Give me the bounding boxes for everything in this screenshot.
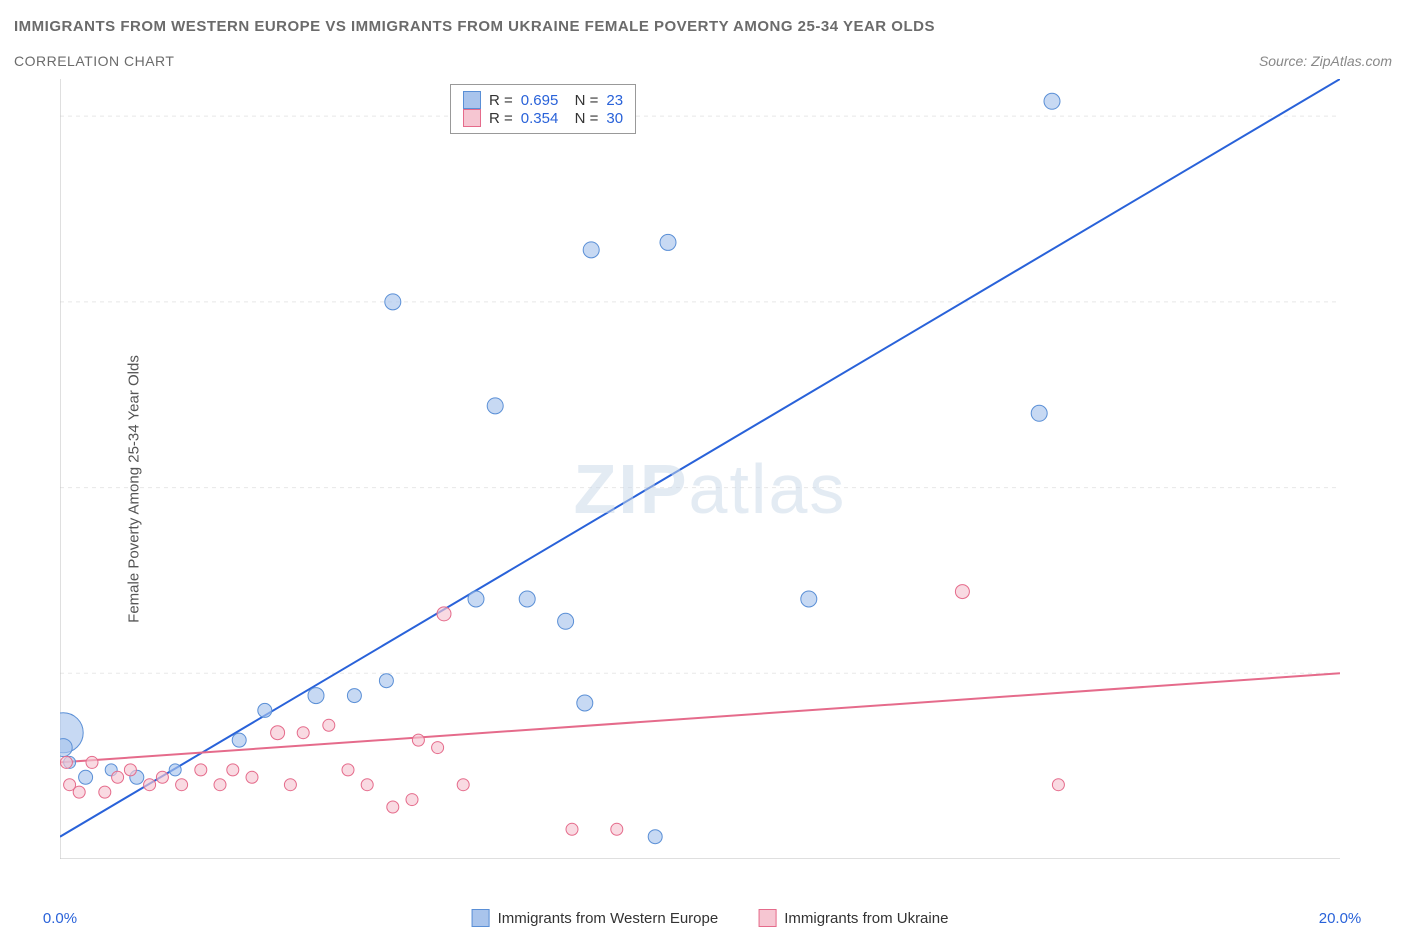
legend-bottom-swatch-1 — [758, 909, 776, 927]
scatter-plot — [60, 79, 1340, 859]
legend-row-series-1: R = 0.354 N = 30 — [463, 109, 623, 127]
legend-n-value-0: 23 — [606, 92, 623, 109]
chart-container: Female Poverty Among 25-34 Year Olds ZIP… — [10, 79, 1406, 899]
chart-subtitle: CORRELATION CHART — [14, 53, 174, 69]
legend-r-value-1: 0.354 — [521, 110, 559, 127]
subtitle-row: CORRELATION CHART Source: ZipAtlas.com — [14, 53, 1392, 69]
legend-swatch-0 — [463, 91, 481, 109]
series-legend: Immigrants from Western Europe Immigrant… — [472, 909, 949, 927]
source-attribution: Source: ZipAtlas.com — [1259, 53, 1392, 69]
legend-swatch-1 — [463, 109, 481, 127]
x-tick-label: 20.0% — [1319, 910, 1362, 927]
legend-n-label: N = — [566, 110, 598, 127]
x-tick-label: 0.0% — [43, 910, 77, 927]
legend-n-label: N = — [566, 92, 598, 109]
legend-row-series-0: R = 0.695 N = 23 — [463, 91, 623, 109]
legend-bottom-label-1: Immigrants from Ukraine — [784, 910, 948, 927]
legend-r-label: R = — [489, 92, 513, 109]
correlation-legend: R = 0.695 N = 23 R = 0.354 N = 30 — [450, 84, 636, 134]
legend-bottom-swatch-0 — [472, 909, 490, 927]
chart-title: IMMIGRANTS FROM WESTERN EUROPE VS IMMIGR… — [14, 18, 1396, 35]
legend-bottom-label-0: Immigrants from Western Europe — [498, 910, 719, 927]
legend-item-0: Immigrants from Western Europe — [472, 909, 719, 927]
legend-r-label: R = — [489, 110, 513, 127]
legend-item-1: Immigrants from Ukraine — [758, 909, 948, 927]
legend-n-value-1: 30 — [606, 110, 623, 127]
legend-r-value-0: 0.695 — [521, 92, 559, 109]
